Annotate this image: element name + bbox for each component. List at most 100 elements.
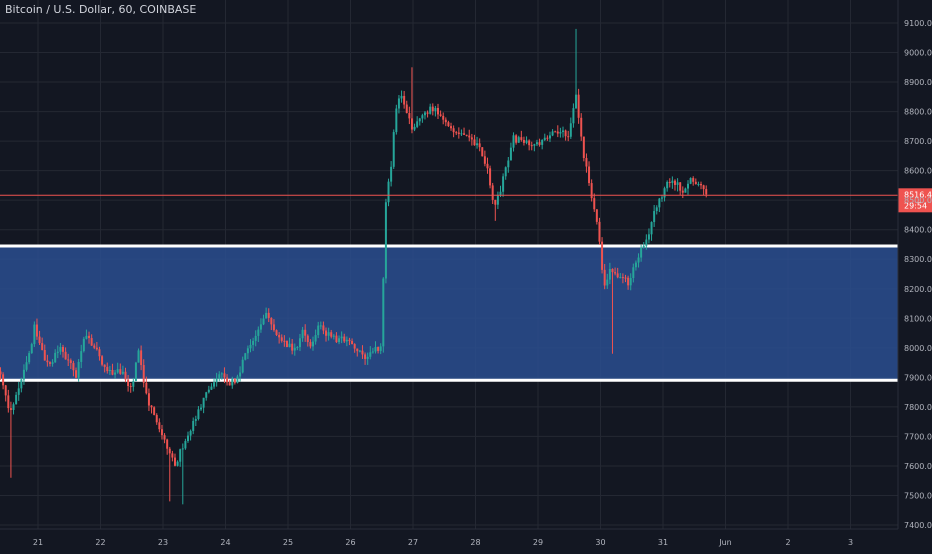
candle-body bbox=[585, 158, 588, 167]
candle-body bbox=[306, 335, 309, 343]
candle-body bbox=[650, 222, 653, 235]
candle-body bbox=[632, 267, 635, 279]
candle-body bbox=[189, 430, 192, 436]
candle-body bbox=[614, 272, 617, 274]
candle-body bbox=[259, 324, 262, 330]
candle-body bbox=[124, 371, 127, 380]
candle-body bbox=[666, 181, 669, 189]
candle-body bbox=[528, 140, 531, 146]
candle-body bbox=[257, 329, 260, 336]
candle-body bbox=[403, 95, 406, 105]
candle-body bbox=[535, 142, 538, 145]
y-tick-label: 8800.00 bbox=[904, 108, 932, 117]
candle-body bbox=[187, 435, 189, 442]
candle-body bbox=[22, 369, 25, 380]
x-tick-label: 24 bbox=[220, 538, 230, 547]
x-tick-label: 30 bbox=[595, 538, 605, 547]
candle-body bbox=[580, 117, 583, 137]
candle-body bbox=[700, 183, 703, 186]
candle-body bbox=[687, 183, 689, 189]
candle-body bbox=[38, 336, 41, 344]
candle-body bbox=[421, 115, 424, 119]
candle-body bbox=[150, 405, 153, 408]
candle-body bbox=[309, 342, 312, 347]
candle-body bbox=[121, 371, 124, 374]
candle-body bbox=[85, 335, 88, 339]
support-resistance-zone[interactable] bbox=[0, 244, 898, 382]
candle-body bbox=[101, 356, 104, 365]
candle-body bbox=[601, 241, 604, 270]
candle-body bbox=[575, 94, 578, 109]
candle-body bbox=[676, 182, 679, 185]
candle-body bbox=[642, 245, 645, 248]
candle-body bbox=[577, 94, 580, 118]
candle-body bbox=[374, 347, 377, 352]
candle-body bbox=[660, 197, 663, 199]
candle-body bbox=[413, 126, 416, 130]
candle-body bbox=[7, 395, 10, 409]
candle-body bbox=[647, 234, 650, 240]
candle-body bbox=[343, 336, 346, 342]
candle-body bbox=[624, 277, 627, 279]
y-tick-label: 7700.00 bbox=[904, 432, 932, 441]
candle-body bbox=[671, 180, 674, 183]
candle-body bbox=[176, 461, 179, 466]
candle-body bbox=[494, 199, 497, 205]
candle-body bbox=[43, 349, 46, 361]
candle-body bbox=[0, 371, 2, 375]
candle-body bbox=[439, 114, 442, 116]
candle-body bbox=[207, 389, 210, 393]
candle-body bbox=[226, 377, 229, 383]
candle-body bbox=[361, 350, 364, 355]
x-tick-label: 25 bbox=[283, 538, 293, 547]
candle-body bbox=[340, 336, 343, 339]
candle-body bbox=[205, 392, 208, 398]
candle-body bbox=[637, 257, 640, 263]
candle-body bbox=[504, 167, 507, 177]
x-tick-label: 22 bbox=[95, 538, 105, 547]
candle-body bbox=[241, 359, 244, 373]
candle-body bbox=[155, 414, 158, 423]
candle-body bbox=[645, 239, 648, 246]
candle-body bbox=[679, 182, 682, 191]
candle-body bbox=[588, 166, 591, 184]
symbol-title: Bitcoin / U.S. Dollar, 60, COINBASE bbox=[5, 3, 197, 16]
candle-body bbox=[17, 388, 20, 395]
candle-body bbox=[192, 420, 195, 431]
candle-body bbox=[460, 133, 463, 135]
candle-body bbox=[158, 422, 161, 430]
candle-body bbox=[418, 118, 421, 122]
candle-body bbox=[598, 221, 601, 242]
zone-rectangle[interactable] bbox=[0, 245, 898, 381]
candle-body bbox=[325, 330, 328, 336]
candle-body bbox=[119, 369, 122, 374]
candle-body bbox=[62, 346, 64, 352]
y-tick-label: 8900.00 bbox=[904, 78, 932, 87]
candle-body bbox=[46, 360, 49, 363]
candle-body bbox=[137, 350, 140, 363]
candle-body bbox=[384, 202, 387, 279]
candles-layer bbox=[0, 28, 708, 505]
candle-body bbox=[546, 137, 549, 139]
candle-body bbox=[603, 269, 606, 286]
candle-body bbox=[567, 136, 570, 138]
candle-body bbox=[72, 363, 75, 371]
candle-body bbox=[478, 143, 481, 148]
candle-body bbox=[369, 352, 372, 357]
candle-body bbox=[25, 362, 28, 370]
x-tick-label: 31 bbox=[658, 538, 668, 547]
candle-body bbox=[15, 394, 18, 405]
candle-body bbox=[160, 429, 163, 436]
candle-body bbox=[338, 338, 341, 343]
candle-body bbox=[353, 344, 356, 349]
candle-body bbox=[697, 183, 700, 185]
candle-body bbox=[327, 332, 330, 336]
candle-body bbox=[312, 341, 314, 347]
candle-body bbox=[486, 163, 489, 169]
candle-body bbox=[390, 166, 393, 182]
candle-body bbox=[28, 353, 31, 363]
candle-body bbox=[332, 335, 335, 337]
candle-body bbox=[434, 107, 437, 112]
